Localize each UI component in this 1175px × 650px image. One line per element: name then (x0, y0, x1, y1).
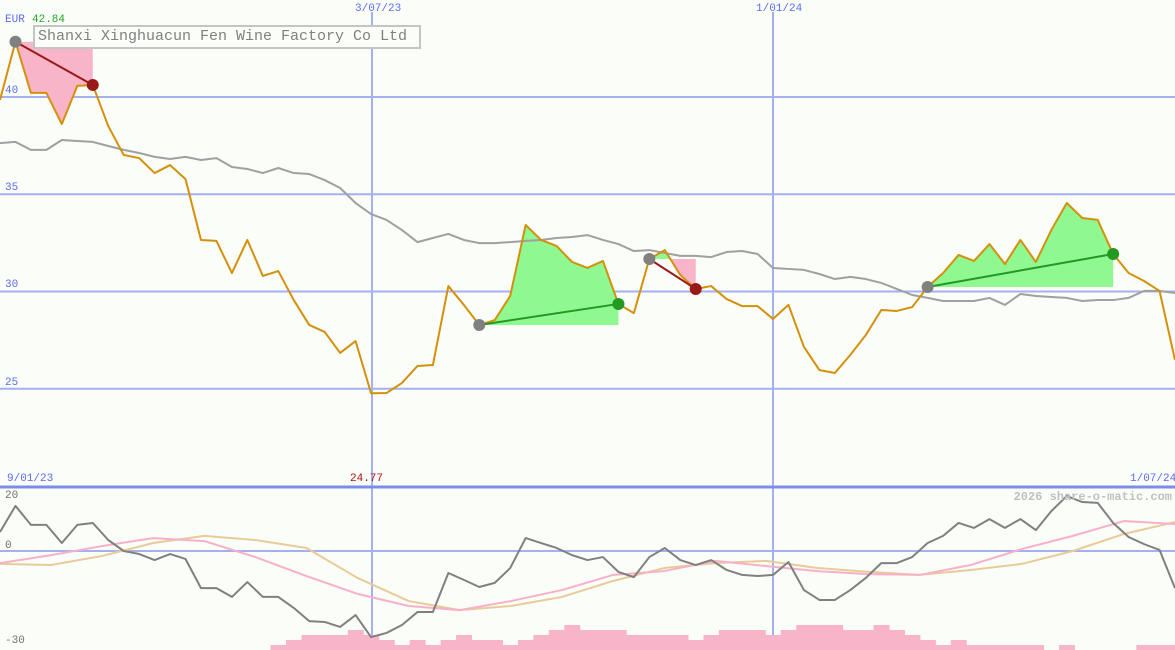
trade-exit-dot (86, 78, 99, 91)
oscillator-tan-line (0, 521, 1175, 612)
volume-bar (981, 645, 998, 650)
volume-bar (904, 635, 921, 650)
volume-bar (935, 645, 952, 650)
trade-entry-dot (921, 281, 934, 294)
volume-bar (919, 640, 936, 650)
y-tick-25: 25 (5, 377, 19, 389)
trade-entry-dot (473, 318, 486, 331)
volume-bar (595, 630, 612, 650)
series-lines (0, 40, 1175, 639)
low-label: 24.77 (350, 473, 384, 485)
volume-bar (966, 645, 983, 650)
volume-bar (564, 625, 581, 650)
trade-line (927, 252, 1114, 289)
price-line (0, 40, 1175, 395)
volume-bar (363, 635, 380, 650)
volume-bar (394, 645, 411, 650)
grid (0, 12, 1175, 650)
volume-bar (610, 630, 627, 650)
date-label-mid2: 1/01/24 (756, 3, 803, 15)
volume-bar (1151, 645, 1168, 650)
volume-bars (270, 625, 1175, 650)
volume-bar (548, 630, 565, 650)
trade-exit-dot (1107, 247, 1120, 260)
trade-exit-dot (612, 297, 625, 310)
volume-bar (332, 635, 349, 650)
volume-bar (425, 645, 442, 650)
trade-gain-area (479, 224, 619, 325)
osc-tick-0: 0 (5, 540, 12, 552)
watermark: 2026 share-o-matic.com (1013, 490, 1172, 504)
volume-bar (270, 645, 287, 650)
trade-areas (15, 41, 1114, 325)
volume-bar (1012, 645, 1029, 650)
volume-bar (378, 640, 395, 650)
currency-label: EUR (5, 14, 25, 26)
trade-line (14, 40, 94, 86)
volume-bar (950, 640, 967, 650)
volume-bar (842, 630, 859, 650)
volume-bar (672, 635, 689, 650)
volume-bar (888, 630, 905, 650)
volume-bar (1028, 645, 1045, 650)
trade-exit-dot (689, 282, 702, 295)
volume-bar (471, 640, 488, 650)
average-line (0, 138, 1175, 306)
volume-bar (873, 625, 890, 650)
volume-bar (626, 635, 643, 650)
volume-bar (316, 635, 333, 650)
high-label: 42.84 (32, 14, 66, 26)
volume-bar (1136, 645, 1153, 650)
volume-bar (502, 645, 519, 650)
volume-bar (1167, 645, 1175, 650)
volume-bar (780, 630, 797, 650)
volume-bar (1059, 645, 1076, 650)
trade-loss-area (15, 41, 93, 125)
trade-line (479, 302, 619, 326)
volume-bar (347, 630, 364, 650)
volume-bar (718, 630, 735, 650)
volume-bar (811, 625, 828, 650)
volume-bar (749, 630, 766, 650)
volume-bar (440, 640, 457, 650)
osc-tick-minus30: -30 (5, 635, 25, 647)
volume-bar (456, 635, 473, 650)
date-label-mid1: 3/07/23 (355, 3, 402, 15)
volume-bar (409, 640, 426, 650)
osc-tick-20: 20 (5, 490, 19, 502)
y-tick-35: 35 (5, 182, 19, 194)
date-label-start: 9/01/23 (7, 473, 54, 485)
volume-bar (286, 640, 302, 650)
trade-loss-area (649, 259, 696, 289)
volume-bar (487, 640, 503, 650)
volume-bar (517, 640, 534, 650)
date-label-end: 1/07/24 (1130, 473, 1175, 485)
trade-line (648, 258, 697, 290)
y-tick-40: 40 (5, 85, 19, 97)
volume-bar (533, 635, 550, 650)
volume-bar (827, 625, 844, 650)
volume-bar (858, 630, 875, 650)
volume-bar (734, 630, 751, 650)
volume-bar (765, 635, 782, 650)
volume-bar (687, 640, 704, 650)
trade-entry-dot (643, 253, 656, 266)
volume-bar (301, 635, 318, 650)
trade-markers (9, 35, 1120, 331)
oscillator-main-line (0, 495, 1175, 639)
trade-gain-area (927, 203, 1114, 288)
volume-bar (657, 635, 674, 650)
chart-title: Shanxi Xinghuacun Fen Wine Factory Co Lt… (33, 25, 421, 49)
volume-bar (641, 635, 658, 650)
volume-bar (997, 645, 1014, 650)
volume-bar (703, 635, 720, 650)
volume-bar (796, 625, 813, 650)
volume-bar (579, 630, 596, 650)
trade-entry-dot (9, 35, 22, 48)
y-tick-30: 30 (5, 279, 19, 291)
oscillator-pink-line (0, 520, 1175, 612)
